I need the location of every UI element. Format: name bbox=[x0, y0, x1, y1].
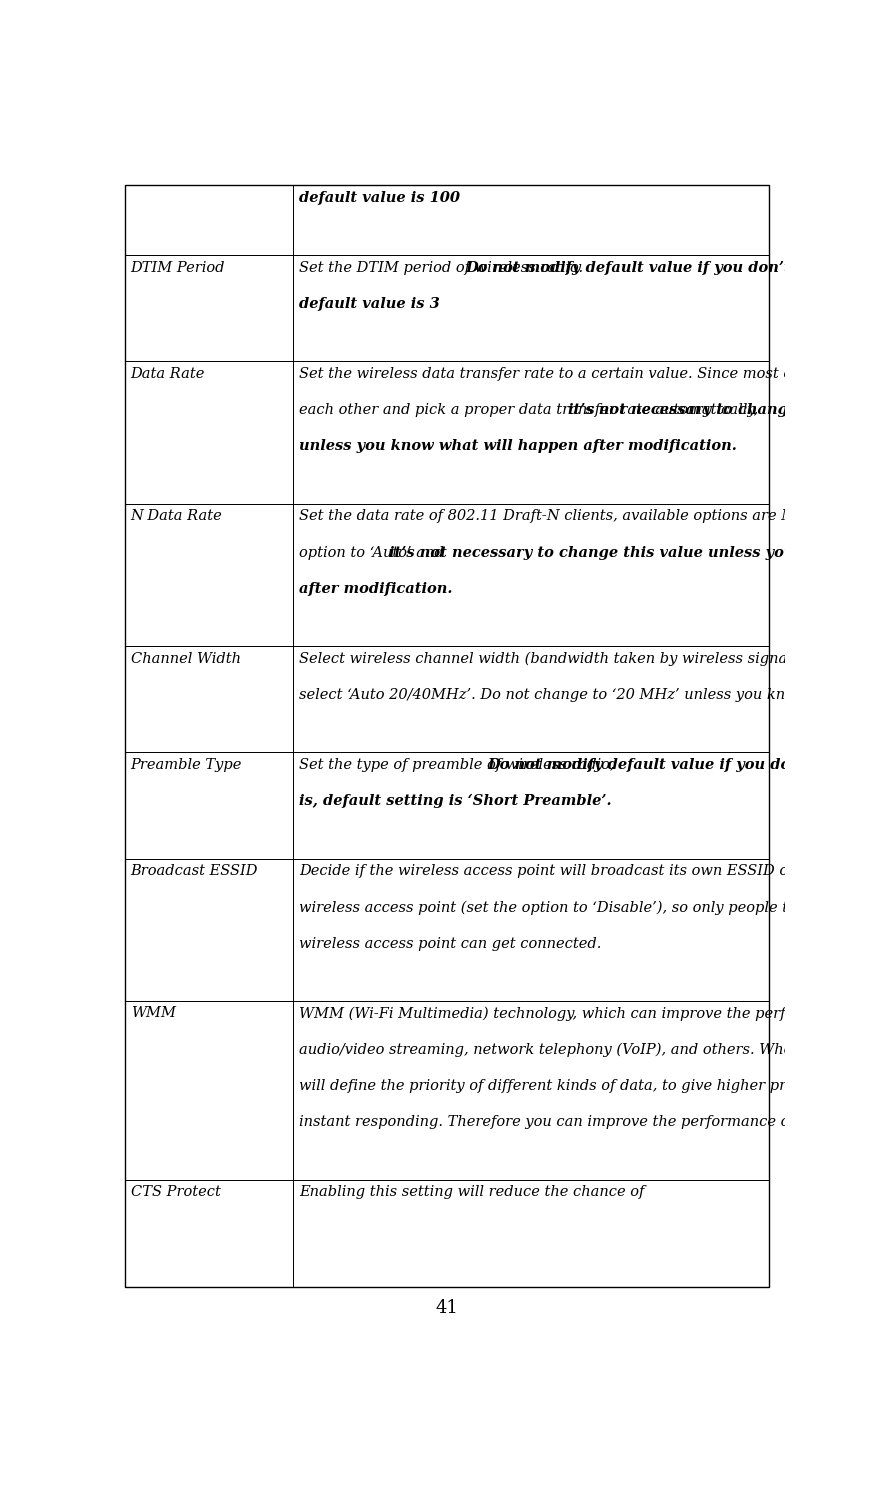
Text: option to ‘Auto’ and: option to ‘Auto’ and bbox=[299, 545, 448, 560]
Text: Set the wireless data transfer rate to a certain value. Since most of wireless d: Set the wireless data transfer rate to a… bbox=[299, 366, 872, 381]
Bar bbox=[293, 185, 769, 255]
Text: default value is 3: default value is 3 bbox=[299, 297, 439, 311]
Text: default value is 100: default value is 100 bbox=[299, 191, 460, 205]
Bar bbox=[293, 1001, 769, 1180]
Text: Set the type of preamble of wireless radio,: Set the type of preamble of wireless rad… bbox=[299, 757, 619, 772]
Text: each other and pick a proper data transfer rate automatically,: each other and pick a proper data transf… bbox=[299, 403, 763, 417]
Text: Broadcast ESSID: Broadcast ESSID bbox=[131, 864, 258, 878]
Text: Set the DTIM period of wireless radio.: Set the DTIM period of wireless radio. bbox=[299, 260, 588, 275]
Text: wireless access point can get connected.: wireless access point can get connected. bbox=[299, 937, 602, 950]
Text: Select wireless channel width (bandwidth taken by wireless signals of this acces: Select wireless channel width (bandwidth… bbox=[299, 651, 872, 666]
Text: Data Rate: Data Rate bbox=[131, 366, 205, 381]
Bar bbox=[125, 362, 293, 503]
Text: unless you know what will happen after modification.: unless you know what will happen after m… bbox=[299, 439, 737, 454]
Bar bbox=[125, 503, 293, 647]
Text: Channel Width: Channel Width bbox=[131, 651, 241, 666]
Text: N Data Rate: N Data Rate bbox=[131, 509, 222, 523]
Text: select ‘Auto 20/40MHz’. Do not change to ‘20 MHz’ unless you know what it is.: select ‘Auto 20/40MHz’. Do not change to… bbox=[299, 689, 872, 702]
Text: CTS Protect: CTS Protect bbox=[131, 1185, 221, 1200]
Text: after modification.: after modification. bbox=[299, 583, 453, 596]
Bar bbox=[293, 753, 769, 859]
Bar bbox=[293, 362, 769, 503]
Text: WMM: WMM bbox=[131, 1007, 175, 1020]
Text: Set the data rate of 802.11 Draft-N clients, available options are MCS 0 to MCS : Set the data rate of 802.11 Draft-N clie… bbox=[299, 509, 872, 523]
Bar bbox=[293, 503, 769, 647]
Text: wireless access point (set the option to ‘Disable’), so only people those who kn: wireless access point (set the option to… bbox=[299, 901, 872, 914]
Text: will define the priority of different kinds of data, to give higher priority to : will define the priority of different ki… bbox=[299, 1079, 872, 1094]
Text: WMM (Wi-Fi Multimedia) technology, which can improve the performance of certain : WMM (Wi-Fi Multimedia) technology, which… bbox=[299, 1007, 872, 1020]
Text: DTIM Period: DTIM Period bbox=[131, 260, 225, 275]
Text: 41: 41 bbox=[435, 1300, 459, 1318]
Text: Do not modify default value if you don’t know what it is,: Do not modify default value if you don’t… bbox=[466, 260, 872, 275]
Bar bbox=[125, 753, 293, 859]
Text: instant responding. Therefore you can improve the performance of such network ap: instant responding. Therefore you can im… bbox=[299, 1116, 872, 1129]
Bar bbox=[293, 1180, 769, 1288]
Bar bbox=[293, 255, 769, 362]
Text: Decide if the wireless access point will broadcast its own ESSID or not. You can: Decide if the wireless access point will… bbox=[299, 864, 872, 878]
Bar bbox=[125, 185, 293, 255]
Bar bbox=[293, 647, 769, 753]
Text: it’s not necessary to change this value unless you know what will happen: it’s not necessary to change this value … bbox=[389, 545, 872, 560]
Bar bbox=[293, 859, 769, 1001]
Bar bbox=[125, 255, 293, 362]
Bar bbox=[125, 647, 293, 753]
Text: is, default setting is ‘Short Preamble’.: is, default setting is ‘Short Preamble’. bbox=[299, 795, 611, 808]
Text: audio/video streaming, network telephony (VoIP), and others. When you enable WMM: audio/video streaming, network telephony… bbox=[299, 1043, 872, 1058]
Text: Enabling this setting will reduce the chance of: Enabling this setting will reduce the ch… bbox=[299, 1185, 644, 1200]
Bar bbox=[125, 1180, 293, 1288]
Bar bbox=[125, 1001, 293, 1180]
Text: it’s not necessary to change this value: it’s not necessary to change this value bbox=[568, 403, 872, 417]
Text: Preamble Type: Preamble Type bbox=[131, 757, 242, 772]
Bar bbox=[125, 859, 293, 1001]
Text: Do not modify default value if you don’t know what it: Do not modify default value if you don’t… bbox=[487, 757, 872, 772]
